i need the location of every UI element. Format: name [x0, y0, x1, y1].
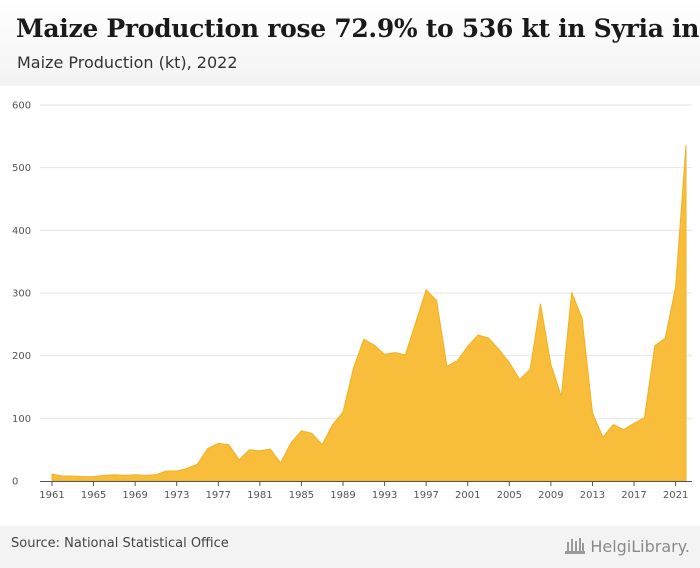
chart-title: Maize Production rose 72.9% to 536 kt in…	[16, 14, 700, 43]
x-tick-label: 1969	[122, 490, 147, 501]
x-axis-labels: 1961 1965 1969 1973 1977 1981 1985 1989 1993 1997…	[39, 490, 688, 501]
x-tick-label: 2021	[663, 490, 688, 501]
y-tick-label: 300	[12, 289, 31, 300]
x-tick-label: 1981	[247, 490, 272, 501]
x-tick-label: 1977	[206, 490, 231, 501]
source-note: Source: National Statistical Office	[11, 536, 229, 551]
x-tick-label: 2013	[580, 490, 605, 501]
y-tick-label: 200	[12, 351, 31, 362]
area-chart: 0 100 200 300 400 500 600 1961 1965 1969 1973 1977…	[12, 101, 692, 501]
y-tick-label: 500	[12, 163, 31, 174]
x-axis	[40, 481, 692, 486]
library-icon	[565, 538, 586, 554]
y-tick-label: 100	[12, 414, 31, 425]
x-tick-label: 1973	[164, 490, 189, 501]
chart-footer: Source: National Statistical Office Helg…	[0, 526, 700, 568]
x-tick-label: 1997	[413, 490, 438, 501]
x-tick-label: 2005	[497, 490, 522, 501]
x-tick-label: 1993	[372, 490, 397, 501]
x-tick-label: 1985	[289, 490, 314, 501]
x-tick-label: 2009	[538, 490, 563, 501]
chart-header: Maize Production rose 72.9% to 536 kt in…	[0, 0, 700, 86]
area-series-path	[51, 145, 687, 482]
y-tick-label: 0	[12, 477, 18, 488]
x-tick-label: 2017	[621, 490, 646, 501]
y-axis-labels: 0 100 200 300 400 500 600	[12, 101, 31, 488]
brand-name: HelgiLibrary.	[590, 536, 690, 556]
y-tick-label: 400	[12, 226, 31, 237]
y-tick-label: 600	[12, 101, 31, 112]
x-tick-label: 1961	[39, 490, 64, 501]
x-tick-label: 1965	[81, 490, 106, 501]
x-tick-label: 1989	[330, 490, 355, 501]
brand-logo[interactable]: HelgiLibrary.	[564, 532, 690, 560]
area-series	[51, 145, 687, 482]
chart-subtitle: Maize Production (kt), 2022	[17, 53, 238, 72]
x-tick-label: 2001	[455, 490, 480, 501]
